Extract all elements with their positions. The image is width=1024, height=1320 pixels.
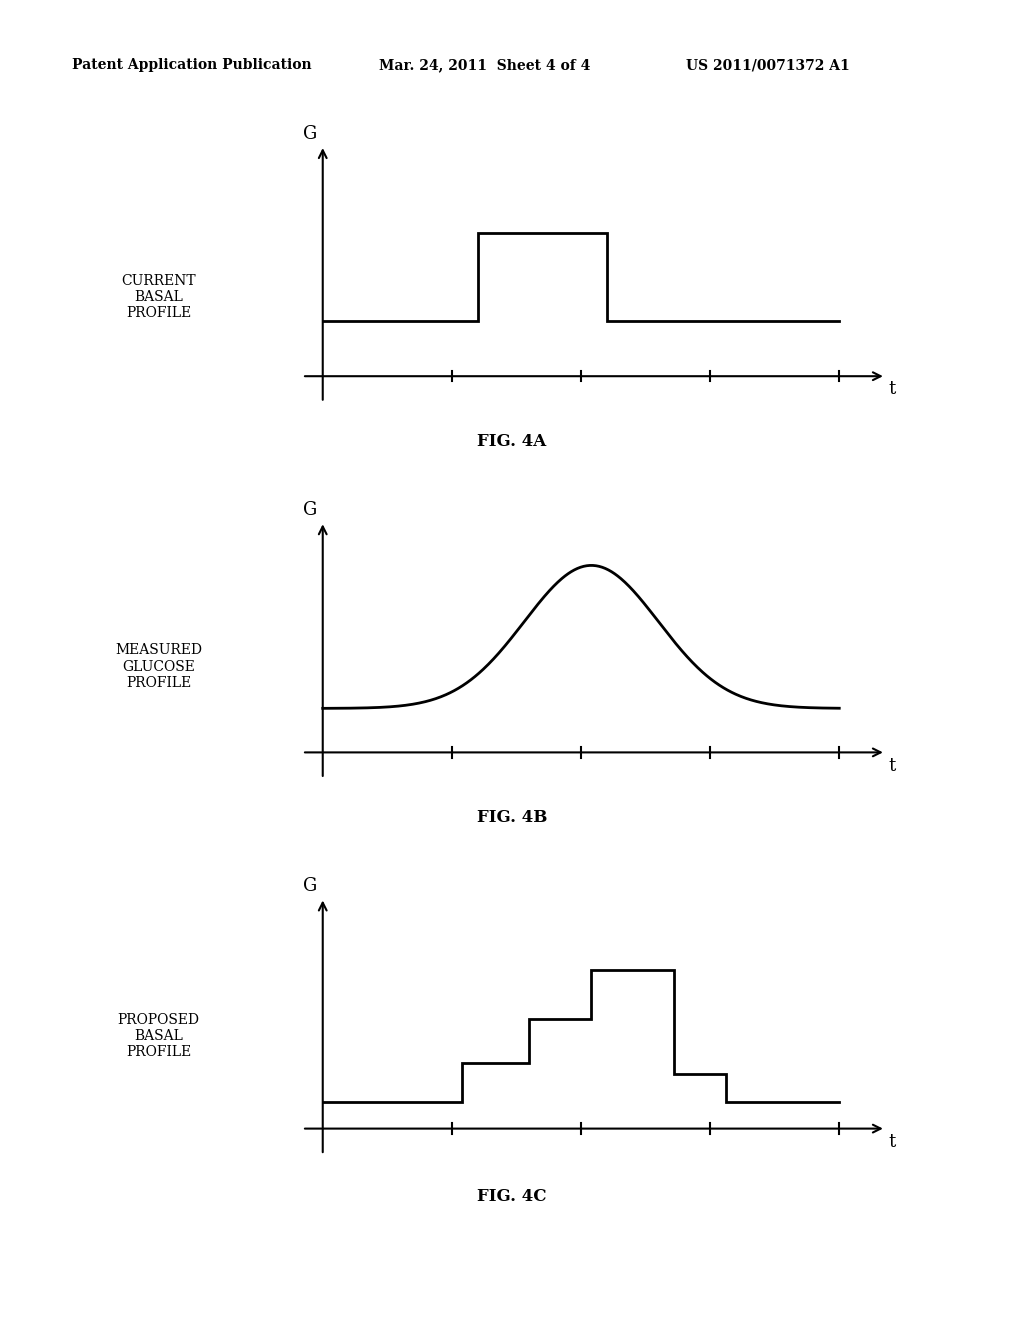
Text: Mar. 24, 2011  Sheet 4 of 4: Mar. 24, 2011 Sheet 4 of 4 — [379, 58, 590, 73]
Text: FIG. 4B: FIG. 4B — [477, 809, 547, 826]
Text: G: G — [303, 502, 317, 519]
Text: FIG. 4C: FIG. 4C — [477, 1188, 547, 1205]
Text: t: t — [889, 380, 896, 399]
Text: t: t — [889, 756, 896, 775]
Text: G: G — [303, 125, 317, 143]
Text: G: G — [303, 878, 317, 895]
Text: Patent Application Publication: Patent Application Publication — [72, 58, 311, 73]
Text: t: t — [889, 1133, 896, 1151]
Text: FIG. 4A: FIG. 4A — [477, 433, 547, 450]
Text: CURRENT
BASAL
PROFILE: CURRENT BASAL PROFILE — [122, 273, 196, 321]
Text: PROPOSED
BASAL
PROFILE: PROPOSED BASAL PROFILE — [118, 1012, 200, 1060]
Text: MEASURED
GLUCOSE
PROFILE: MEASURED GLUCOSE PROFILE — [116, 643, 202, 690]
Text: US 2011/0071372 A1: US 2011/0071372 A1 — [686, 58, 850, 73]
